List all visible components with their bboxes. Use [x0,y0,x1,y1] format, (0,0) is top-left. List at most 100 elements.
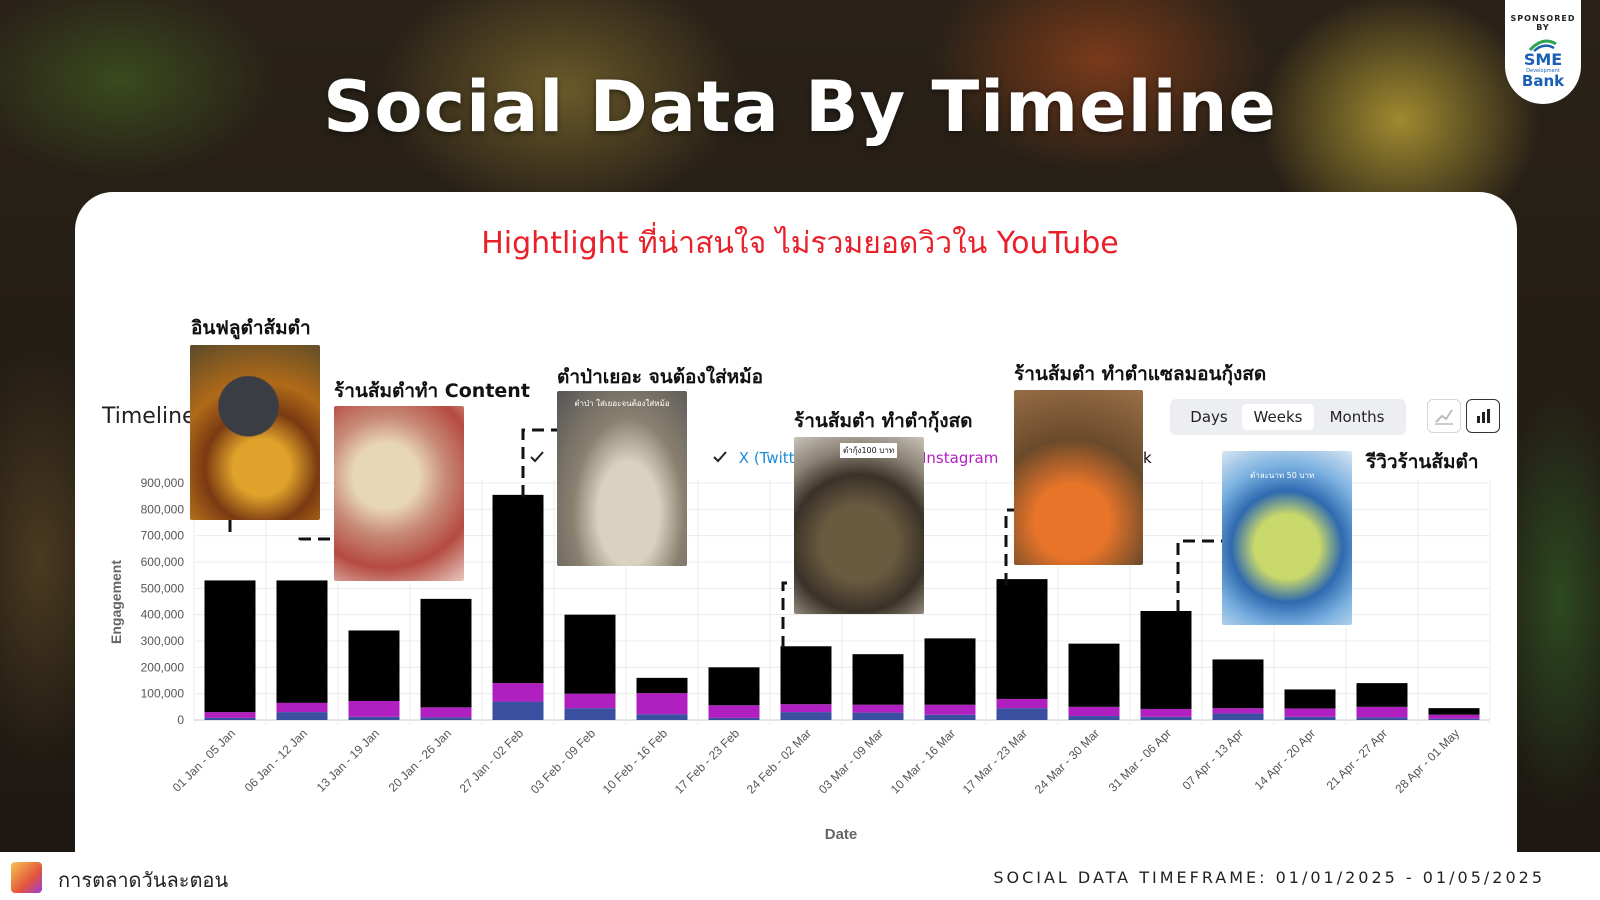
bar-segment[interactable] [1428,708,1480,715]
x-tick-label: 17 Feb - 23 Feb [672,726,743,797]
bar-segment[interactable] [996,698,1048,709]
bar-segment[interactable] [204,717,256,720]
highlight-image [190,345,320,520]
legend-label-x: X (Twitt [738,449,795,467]
y-tick-label: 0 [177,713,184,727]
bar-segment[interactable] [924,638,976,705]
bar-segment[interactable] [708,717,760,720]
bar-segment[interactable] [276,580,328,703]
bar-segment[interactable] [1356,683,1408,707]
granularity-weeks-button[interactable]: Weeks [1242,404,1314,430]
highlight-label: ร้านส้มตำ ทำตำแซลมอนกุ้งสด [1014,363,1267,385]
timeline-label: Timeline [102,404,196,429]
bar-segment[interactable] [348,630,400,702]
bar-segment[interactable] [780,704,832,713]
bank-swoosh-icon [1528,39,1557,52]
x-tick-label: 31 Mar - 06 Apr [1106,726,1174,794]
bar-segment[interactable] [564,693,616,709]
bar-segment[interactable] [204,580,256,713]
x-tick-label: 03 Mar - 09 Mar [816,726,886,796]
x-tick-label: 03 Feb - 09 Feb [528,726,599,797]
bar-segment[interactable] [1212,659,1264,709]
bar-segment[interactable] [924,704,976,715]
line-chart-button[interactable] [1427,399,1461,433]
bar-segment[interactable] [996,579,1048,699]
bar-segment[interactable] [564,614,616,694]
connector-line [298,537,333,541]
y-tick-label: 200,000 [141,660,185,674]
bar-segment[interactable] [1428,714,1480,719]
x-tick-label: 07 Apr - 13 Apr [1180,726,1247,793]
bar-segment[interactable] [852,712,904,720]
bar-segment[interactable] [708,705,760,718]
granularity-toggle: Days Weeks Months [1170,399,1406,435]
legend-label-partial[interactable]: k [1143,449,1152,467]
bar-segment[interactable] [420,717,472,720]
bar-segment[interactable] [204,712,256,718]
bar-segment[interactable] [1284,689,1336,709]
bar-segment[interactable] [1356,706,1408,718]
bar-segment[interactable] [1068,716,1120,720]
logo-sme-text: SME [1523,50,1563,69]
highlight-image [1014,390,1143,565]
brand-logo-icon [11,862,42,893]
x-tick-label: 17 Mar - 23 Mar [960,726,1030,796]
x-tick-label: 13 Jan - 19 Jan [314,726,382,794]
bar-segment[interactable] [1140,716,1192,720]
bar-segment[interactable] [636,714,688,720]
bar-segment[interactable] [492,494,544,684]
bar-segment[interactable] [636,677,688,694]
connector-line [1004,508,1014,585]
x-tick-label: 24 Feb - 02 Mar [744,726,814,796]
highlight-image [334,406,464,581]
granularity-days-button[interactable]: Days [1190,408,1228,426]
bar-segment[interactable] [1428,718,1480,720]
bar-segment[interactable] [780,646,832,705]
bar-segment[interactable] [276,702,328,713]
sponsor-badge: SPONSORED BY SME Development Bank [1505,0,1581,104]
bar-segment[interactable] [1212,713,1264,720]
bar-segment[interactable] [1140,708,1192,717]
bar-segment[interactable] [1068,706,1120,717]
bar-segment[interactable] [1284,716,1336,720]
bar-segment[interactable] [708,667,760,706]
sme-bank-logo: SME Development Bank [1505,38,1581,89]
bar-segment[interactable] [1284,708,1336,717]
footer-timeframe: SOCIAL DATA TIMEFRAME: 01/01/2025 - 01/0… [993,868,1545,887]
bar-chart-button[interactable] [1466,399,1500,433]
bar-segment[interactable] [348,716,400,720]
bar-segment[interactable] [780,712,832,720]
bar-segment[interactable] [636,693,688,715]
bar-segment[interactable] [564,708,616,720]
bar-segment[interactable] [852,704,904,713]
bar-segment[interactable] [852,654,904,705]
footer-brand: การตลาดวันละตอน [58,868,229,892]
y-axis-label: Engagement [108,560,124,644]
granularity-months-button[interactable]: Months [1329,408,1385,426]
x-axis-label: Date [825,826,858,843]
highlight-image: ตำกุ้ง100 บาท [794,437,924,614]
connector-line [781,581,795,648]
highlight-label: ตำป่าเยอะ จนต้องใส่หม้อ [557,366,764,388]
bar-segment[interactable] [1356,717,1408,720]
legend-item-x[interactable]: X (Twitt [712,449,795,467]
legend-checkbox-hidden[interactable] [529,449,545,469]
bar-segment[interactable] [276,712,328,720]
bar-segment[interactable] [420,707,472,718]
bar-segment[interactable] [492,701,544,720]
bar-segment[interactable] [1140,610,1192,709]
bar-segment[interactable] [1068,643,1120,707]
y-tick-label: 300,000 [141,634,185,648]
bar-segment[interactable] [996,708,1048,720]
bar-segment[interactable] [1212,708,1264,714]
checkmark-icon [713,451,727,463]
bar-segment[interactable] [420,598,472,708]
bar-segment[interactable] [348,701,400,717]
y-tick-label: 900,000 [141,476,185,490]
bar-segment[interactable] [492,683,544,702]
legend-label-instagram[interactable]: Instagram [922,449,999,467]
x-tick-label: 10 Feb - 16 Feb [600,726,671,797]
sponsor-label: SPONSORED BY [1510,14,1576,32]
bar-segment[interactable] [924,714,976,720]
highlight-image: ตำป่า ใส่เยอะจนต้องใส่หม้อ [557,391,687,566]
